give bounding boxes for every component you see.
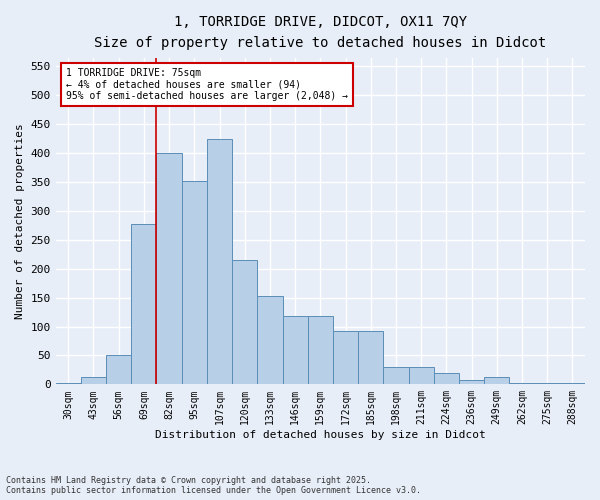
X-axis label: Distribution of detached houses by size in Didcot: Distribution of detached houses by size … [155,430,486,440]
Bar [106,356,131,384]
Text: Contains HM Land Registry data © Crown copyright and database right 2025.
Contai: Contains HM Land Registry data © Crown c… [6,476,421,495]
Bar [207,138,232,384]
Bar [56,382,81,384]
Bar [560,383,585,384]
Bar [182,181,207,384]
Y-axis label: Number of detached properties: Number of detached properties [15,123,25,319]
Bar [308,316,333,384]
Bar [333,330,358,384]
Bar [131,224,157,384]
Bar [232,260,257,384]
Bar [535,383,560,384]
Title: 1, TORRIDGE DRIVE, DIDCOT, OX11 7QY
Size of property relative to detached houses: 1, TORRIDGE DRIVE, DIDCOT, OX11 7QY Size… [94,15,547,50]
Bar [81,378,106,384]
Bar [484,378,509,384]
Text: 1 TORRIDGE DRIVE: 75sqm
← 4% of detached houses are smaller (94)
95% of semi-det: 1 TORRIDGE DRIVE: 75sqm ← 4% of detached… [66,68,348,100]
Bar [358,330,383,384]
Bar [434,373,459,384]
Bar [509,382,535,384]
Bar [157,153,182,384]
Bar [459,380,484,384]
Bar [257,296,283,384]
Bar [283,316,308,384]
Bar [409,367,434,384]
Bar [383,367,409,384]
